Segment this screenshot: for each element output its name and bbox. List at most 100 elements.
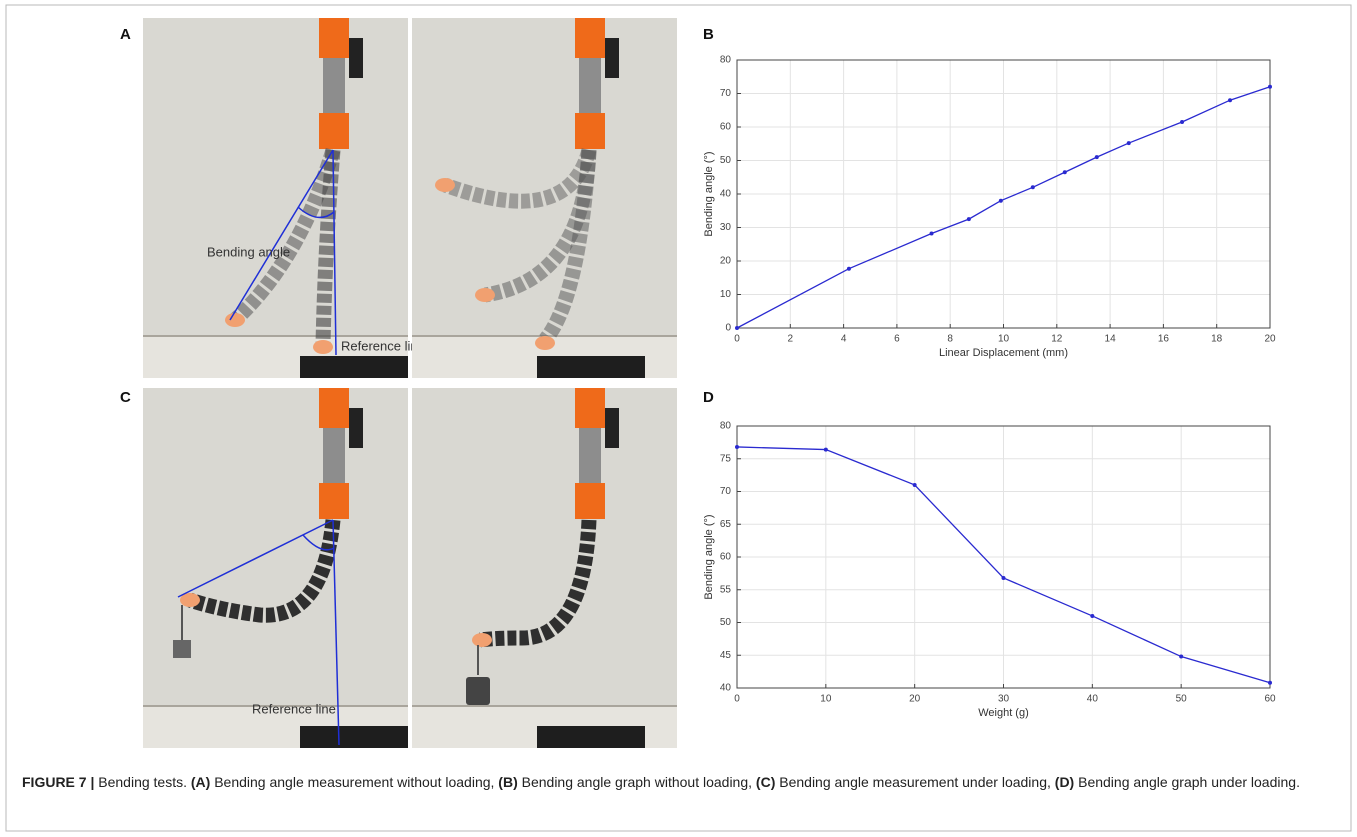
data-point bbox=[846, 266, 851, 271]
panel-label: A bbox=[120, 26, 131, 43]
orange-holder bbox=[575, 113, 605, 149]
y-tick-label: 60 bbox=[720, 552, 732, 563]
data-point bbox=[1090, 613, 1095, 618]
x-tick-label: 6 bbox=[894, 334, 900, 345]
y-tick-label: 50 bbox=[720, 617, 732, 628]
y-tick-label: 70 bbox=[720, 88, 732, 99]
caption-part: (A) bbox=[190, 774, 211, 790]
y-tick-label: 30 bbox=[720, 222, 732, 233]
orange-holder bbox=[575, 483, 605, 519]
base-block bbox=[300, 726, 408, 748]
angle-line bbox=[229, 149, 334, 321]
data-point bbox=[912, 482, 917, 487]
photo-background bbox=[412, 388, 677, 748]
orange-top bbox=[319, 388, 349, 428]
orange-top bbox=[575, 388, 605, 428]
x-tick-label: 20 bbox=[909, 694, 921, 705]
photo-background bbox=[143, 388, 408, 748]
caption: FIGURE 7 | Bending tests. (A) Bending an… bbox=[22, 772, 1322, 793]
y-tick-label: 20 bbox=[720, 256, 732, 267]
base-block bbox=[537, 356, 645, 378]
y-tick-label: 80 bbox=[720, 421, 732, 432]
data-point bbox=[929, 231, 934, 236]
angle-arc bbox=[297, 206, 335, 219]
x-tick-label: 0 bbox=[734, 694, 740, 705]
y-tick-label: 55 bbox=[720, 584, 732, 595]
caption-part: (C) bbox=[755, 774, 776, 790]
y-axis-label: Bending angle (°) bbox=[703, 151, 715, 236]
data-point bbox=[1094, 155, 1099, 160]
caption-part: FIGURE 7 | bbox=[22, 774, 95, 790]
data-point bbox=[735, 444, 739, 449]
y-tick-label: 60 bbox=[720, 122, 732, 133]
caption-part: Bending tests. bbox=[98, 774, 187, 790]
y-tick-label: 65 bbox=[720, 519, 732, 530]
photo-label: Bending angle bbox=[207, 244, 290, 259]
y-tick-label: 0 bbox=[725, 323, 731, 334]
data-point bbox=[1268, 84, 1272, 89]
x-tick-label: 18 bbox=[1211, 334, 1223, 345]
data-point bbox=[1179, 654, 1184, 659]
data-point bbox=[998, 198, 1003, 203]
arm-tip bbox=[475, 288, 495, 302]
x-tick-label: 4 bbox=[841, 334, 847, 345]
soft-arm bbox=[187, 519, 341, 623]
photo-background bbox=[412, 18, 677, 378]
data-point bbox=[1228, 98, 1233, 103]
caption-part: Bending angle graph under loading. bbox=[1078, 774, 1300, 790]
motor bbox=[349, 408, 363, 448]
data-point bbox=[1268, 680, 1272, 685]
photo-label: Reference line bbox=[252, 701, 336, 716]
orange-holder bbox=[319, 113, 349, 149]
y-tick-label: 45 bbox=[720, 650, 732, 661]
arm-tip bbox=[225, 313, 245, 327]
panel-label: B bbox=[703, 26, 714, 43]
orange-holder bbox=[319, 483, 349, 519]
x-tick-label: 50 bbox=[1176, 694, 1188, 705]
x-tick-label: 40 bbox=[1087, 694, 1099, 705]
data-point bbox=[1180, 119, 1185, 124]
y-tick-label: 75 bbox=[720, 453, 732, 464]
y-axis-label: Bending angle (°) bbox=[703, 514, 715, 599]
photo-label: Reference line bbox=[341, 338, 425, 353]
data-line bbox=[736, 86, 1271, 329]
angle-line bbox=[177, 519, 334, 598]
arm-tip bbox=[535, 336, 555, 350]
y-tick-label: 10 bbox=[720, 289, 732, 300]
data-point bbox=[735, 326, 739, 330]
x-tick-label: 20 bbox=[1264, 334, 1276, 345]
data-point bbox=[823, 447, 828, 452]
x-axis-label: Weight (g) bbox=[978, 707, 1029, 719]
caption-part: (D) bbox=[1054, 774, 1075, 790]
arm-tip bbox=[472, 633, 492, 647]
y-tick-label: 70 bbox=[720, 486, 732, 497]
soft-arm bbox=[479, 519, 597, 648]
orange-top bbox=[319, 18, 349, 58]
data-point bbox=[1062, 170, 1067, 175]
arm-tip bbox=[435, 178, 455, 192]
orange-top bbox=[575, 18, 605, 58]
base-block bbox=[537, 726, 645, 748]
x-tick-label: 30 bbox=[998, 694, 1010, 705]
angle-arc bbox=[302, 534, 335, 551]
arm-tip bbox=[180, 593, 200, 607]
motor bbox=[605, 408, 619, 448]
soft-arm bbox=[315, 149, 341, 346]
data-point bbox=[1126, 141, 1131, 146]
x-tick-label: 10 bbox=[998, 334, 1010, 345]
y-tick-label: 40 bbox=[720, 189, 732, 200]
caption-part: (B) bbox=[498, 774, 518, 790]
x-tick-label: 0 bbox=[734, 334, 740, 345]
reference-line bbox=[332, 149, 337, 356]
caption-part: Bending angle measurement under loading, bbox=[779, 774, 1051, 790]
weight bbox=[466, 677, 490, 705]
weight bbox=[173, 640, 191, 658]
motor bbox=[605, 38, 619, 78]
soft-arm bbox=[539, 149, 597, 345]
x-tick-label: 14 bbox=[1105, 334, 1117, 345]
caption-part: Bending angle measurement without loadin… bbox=[214, 774, 495, 790]
data-point bbox=[966, 217, 971, 222]
photo-background bbox=[143, 18, 408, 378]
